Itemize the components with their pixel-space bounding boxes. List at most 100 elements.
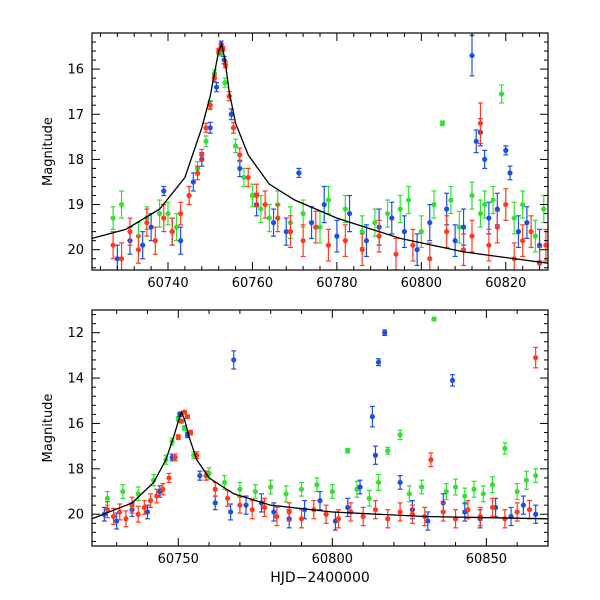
data-point bbox=[528, 229, 534, 235]
data-point bbox=[140, 242, 146, 248]
data-point bbox=[275, 215, 281, 221]
data-point bbox=[152, 238, 158, 244]
data-point bbox=[221, 479, 228, 486]
data-point bbox=[335, 516, 342, 522]
data-point bbox=[266, 215, 272, 221]
data-point bbox=[237, 502, 243, 508]
data-point bbox=[166, 475, 172, 481]
model-curve bbox=[92, 410, 548, 520]
data-point bbox=[178, 238, 184, 244]
data-point bbox=[431, 201, 437, 208]
data-point bbox=[523, 477, 530, 483]
data-point bbox=[329, 488, 335, 495]
x-tick-label: 60820 bbox=[485, 276, 526, 291]
data-point bbox=[482, 156, 488, 162]
data-point bbox=[334, 233, 340, 239]
data-point bbox=[477, 513, 483, 520]
plot-area bbox=[92, 34, 548, 270]
data-point bbox=[477, 210, 484, 217]
data-point bbox=[389, 215, 395, 221]
data-point bbox=[245, 174, 251, 181]
data-point bbox=[212, 500, 218, 506]
data-point bbox=[393, 251, 399, 257]
data-point bbox=[382, 330, 388, 336]
data-point bbox=[110, 513, 117, 520]
data-point bbox=[144, 220, 150, 226]
top-panel: Magnitude 60740 60760 60780 60800 60820 16 17 1… bbox=[41, 32, 549, 291]
data-point bbox=[197, 473, 203, 479]
data-point bbox=[419, 484, 425, 490]
data-point bbox=[296, 170, 302, 176]
data-point bbox=[161, 188, 167, 194]
data-point bbox=[104, 507, 111, 513]
data-point bbox=[486, 242, 492, 248]
data-point bbox=[187, 429, 194, 436]
series-1 bbox=[101, 329, 539, 531]
data-point bbox=[406, 197, 412, 203]
data-point bbox=[228, 509, 234, 515]
data-point bbox=[345, 504, 351, 511]
data-point bbox=[425, 518, 431, 524]
data-point bbox=[325, 197, 332, 203]
data-point bbox=[317, 498, 323, 504]
y-tick-label: 19 bbox=[67, 198, 84, 213]
data-point bbox=[222, 80, 228, 86]
data-point bbox=[456, 224, 462, 230]
data-point bbox=[541, 206, 547, 212]
y-tick-label: 17 bbox=[67, 108, 84, 123]
data-point bbox=[494, 206, 500, 212]
data-point bbox=[300, 210, 306, 217]
x-tick-label: 60750 bbox=[158, 552, 199, 567]
data-point bbox=[520, 502, 526, 508]
data-point bbox=[114, 256, 120, 262]
data-point bbox=[283, 491, 289, 497]
data-point bbox=[452, 238, 458, 244]
data-point bbox=[520, 238, 526, 244]
y-tick-label: 18 bbox=[67, 153, 84, 168]
data-point bbox=[181, 425, 188, 431]
data-point bbox=[300, 238, 306, 244]
data-point bbox=[366, 495, 372, 501]
data-point bbox=[254, 192, 260, 199]
data-point bbox=[372, 220, 378, 226]
data-point bbox=[321, 201, 327, 208]
data-point bbox=[190, 179, 196, 185]
plot-area bbox=[92, 316, 548, 531]
data-point bbox=[271, 509, 277, 515]
data-point bbox=[418, 229, 424, 235]
data-point bbox=[471, 486, 477, 492]
data-point bbox=[342, 206, 348, 212]
data-point bbox=[156, 210, 163, 217]
data-point bbox=[224, 495, 231, 501]
data-point bbox=[203, 125, 209, 131]
x-tick-label: 60760 bbox=[232, 276, 273, 291]
data-point bbox=[443, 488, 449, 495]
data-point bbox=[342, 238, 348, 244]
y-tick-label: 14 bbox=[67, 372, 84, 387]
data-point bbox=[237, 165, 243, 172]
data-point bbox=[252, 488, 258, 495]
data-point bbox=[486, 215, 492, 221]
data-point bbox=[520, 201, 526, 208]
data-point bbox=[228, 111, 234, 117]
data-point bbox=[230, 125, 237, 131]
model-curve bbox=[92, 42, 548, 264]
data-point bbox=[536, 242, 543, 248]
data-point bbox=[444, 206, 450, 212]
data-point bbox=[489, 504, 496, 511]
data-point bbox=[298, 516, 305, 522]
data-point bbox=[104, 495, 111, 501]
data-point bbox=[173, 224, 180, 230]
data-point bbox=[502, 445, 508, 452]
data-point bbox=[270, 220, 277, 226]
data-point bbox=[286, 509, 292, 515]
data-point bbox=[160, 486, 166, 492]
data-point bbox=[120, 488, 126, 495]
bottom-x-axis-label: HJD−2400000 bbox=[270, 570, 370, 586]
data-point bbox=[258, 206, 264, 212]
data-point bbox=[359, 229, 365, 235]
data-point bbox=[345, 448, 351, 454]
data-point bbox=[181, 409, 188, 415]
data-point bbox=[243, 502, 249, 508]
